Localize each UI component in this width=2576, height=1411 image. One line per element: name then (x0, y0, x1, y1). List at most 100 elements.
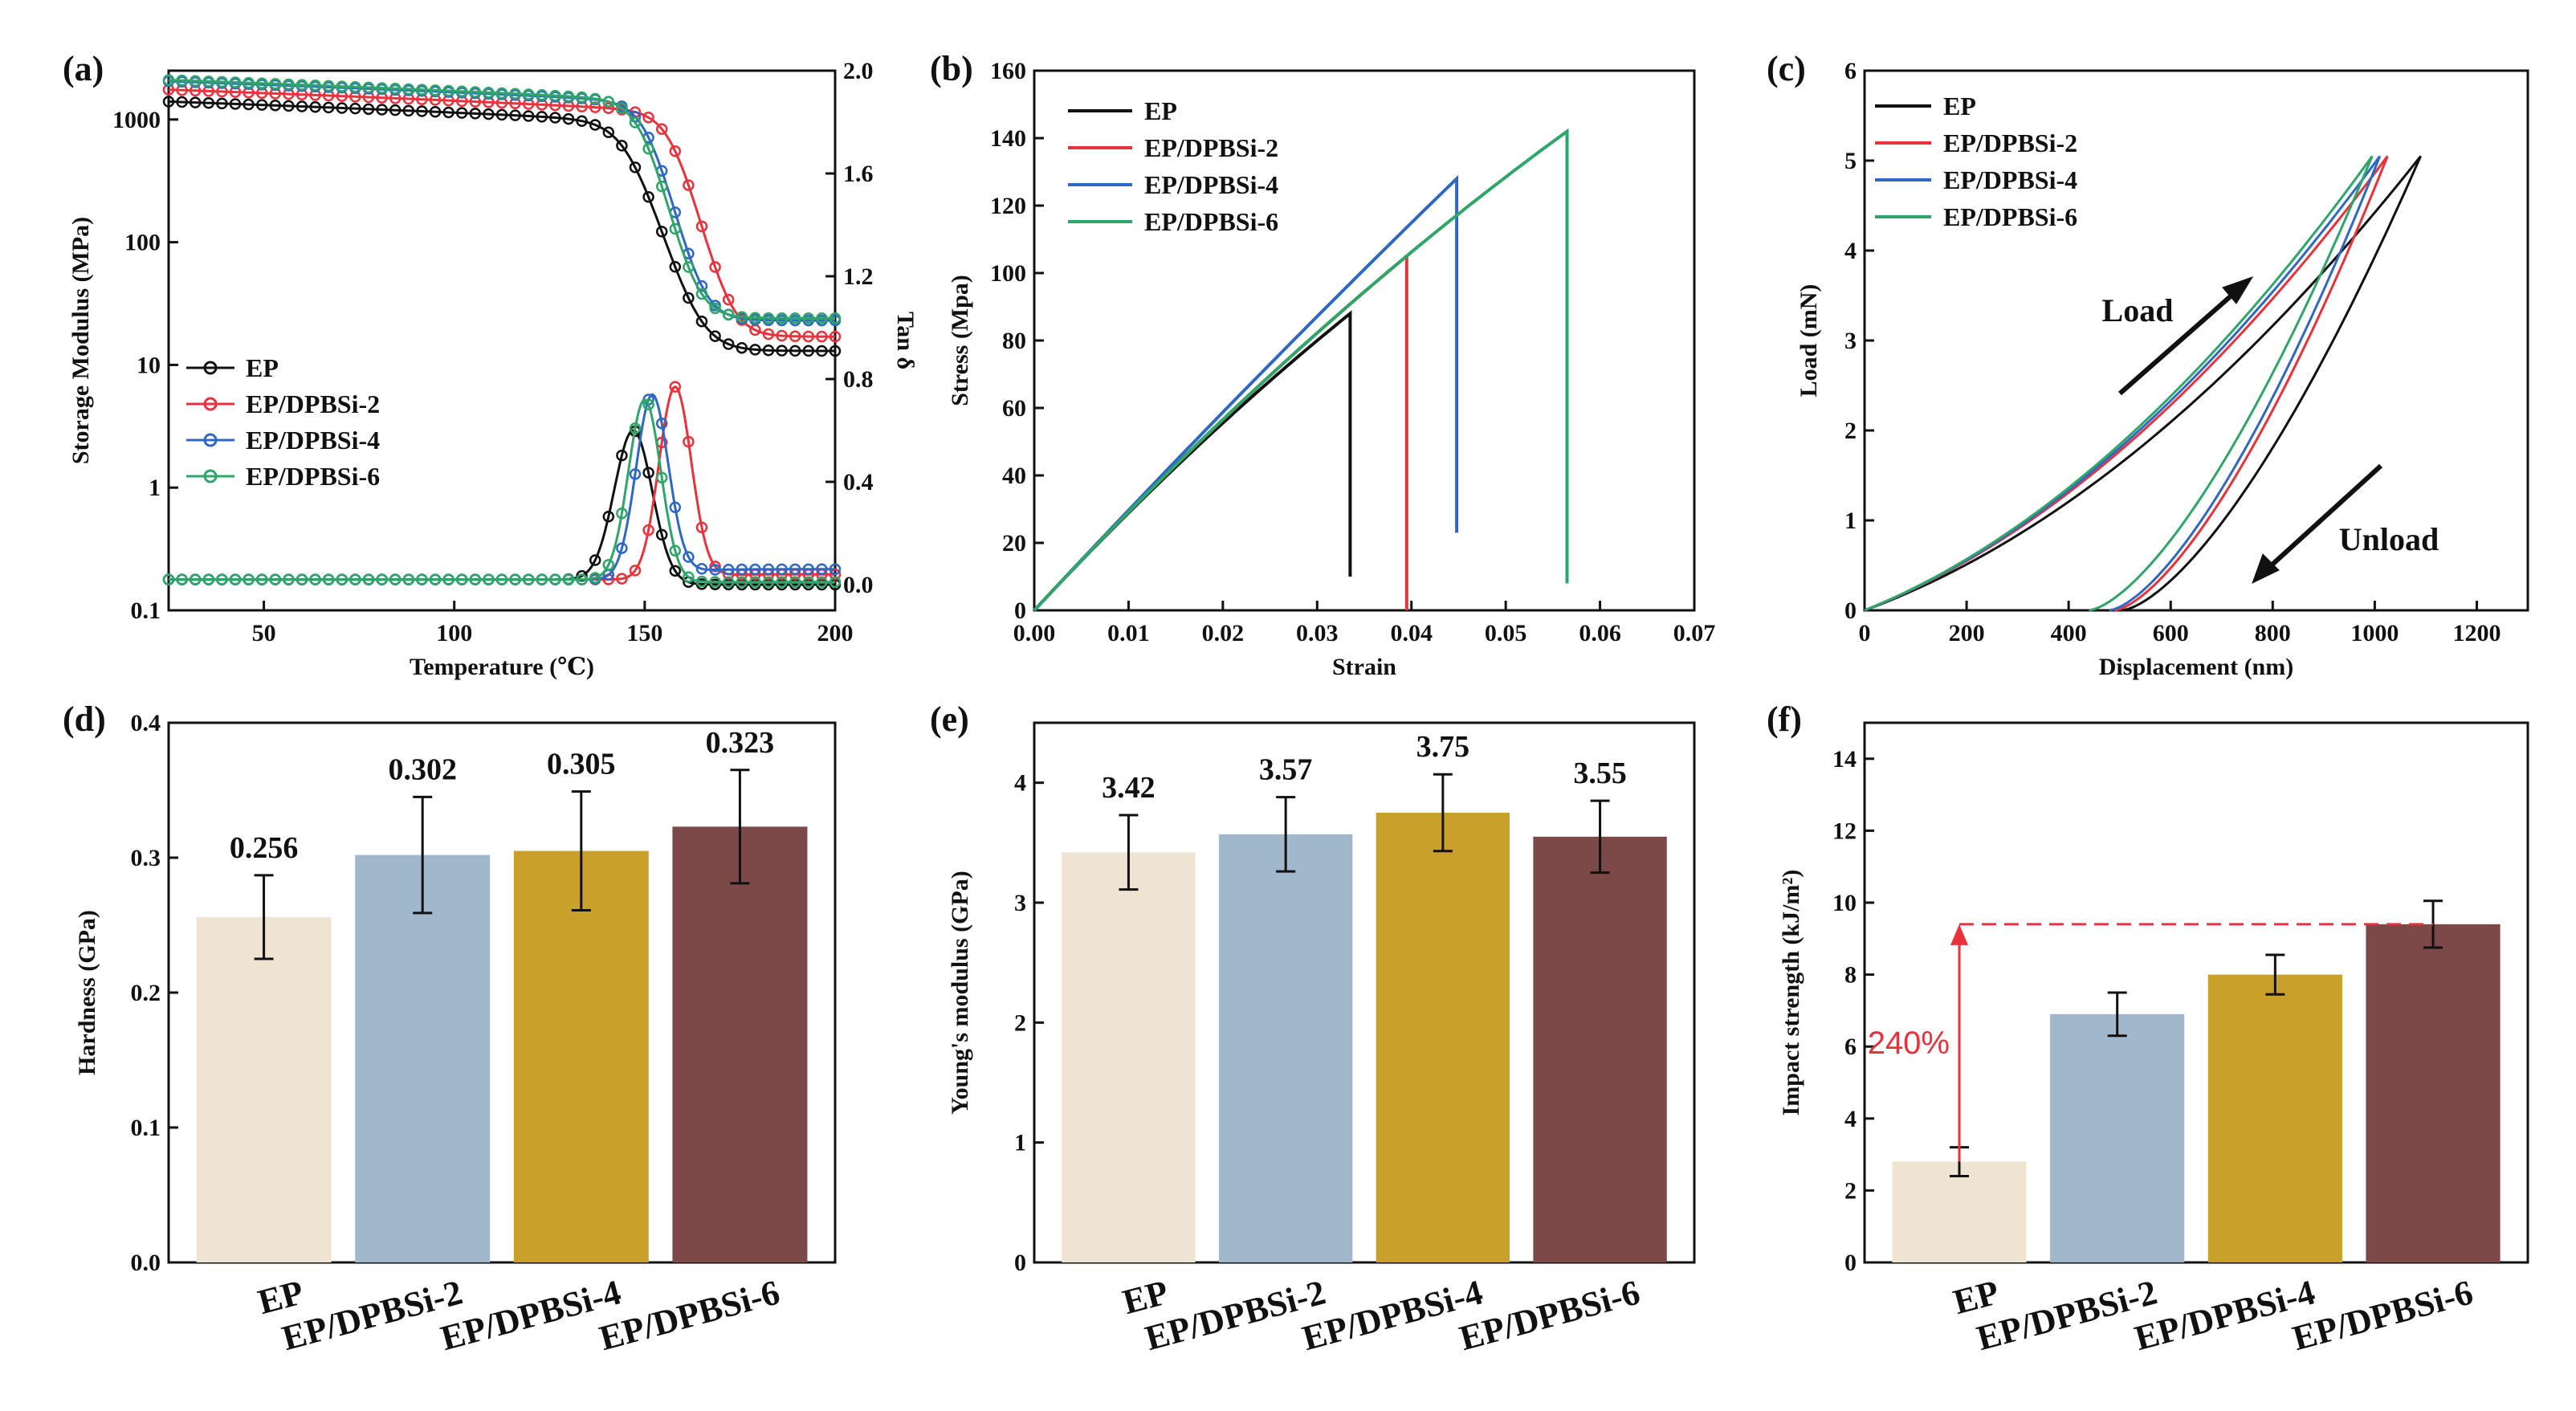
panel-e-value-label: 3.42 (1102, 771, 1156, 805)
panel-f-bar-1 (2050, 1013, 2185, 1262)
panel-f-label: (f) (1767, 699, 1802, 739)
panel-a-modulus-point (736, 311, 748, 323)
panel-c-legend-label: EP (1943, 92, 1976, 120)
panel-c-unload-label: Unload (2339, 521, 2439, 557)
panel-a-modulus-point (655, 226, 668, 238)
panel-a-modulus-point (642, 112, 654, 124)
panel-a-tan-point (749, 563, 761, 576)
panel-a-modulus-point (576, 115, 588, 127)
panel-a-modulus-point (562, 90, 575, 103)
panel-a-tan-point (283, 573, 295, 585)
panel-d-y-tick-label: 0.2 (131, 980, 161, 1006)
panel-b-y-tick-label: 120 (990, 193, 1026, 219)
panel-b-y-tick-label: 80 (1002, 328, 1026, 354)
panel-a-legend-marker (203, 433, 218, 447)
panel-a-tan-point (736, 576, 748, 589)
panel-a-tan-point (243, 573, 255, 585)
panel-d-value-label: 0.302 (388, 752, 457, 786)
panel-a-modulus-point (589, 101, 601, 113)
panel-a-tan-point (442, 573, 454, 585)
panel-a-modulus-point (602, 96, 615, 108)
panel-a-modulus-point (616, 140, 628, 152)
panel-a-modulus-point (322, 101, 335, 114)
panel-d-bar-0 (196, 916, 332, 1262)
panel-c-x-tick-label: 600 (2153, 620, 2189, 646)
panel-a-legend-marker (203, 397, 218, 411)
panel-a-y-tick-label: 1 (149, 475, 161, 501)
panel-a-modulus-point (349, 80, 361, 93)
panel-e-value-label: 3.75 (1416, 730, 1470, 764)
panel-e-y-tick-label: 4 (1014, 770, 1026, 797)
panel-a-modulus-point (709, 330, 721, 342)
panel-a-tan-point (402, 573, 415, 585)
panel-a-legend-label: EP/DPBSi-2 (246, 389, 380, 418)
panel-a-tan-point (616, 507, 628, 520)
panel-e-bar-2 (1376, 813, 1510, 1262)
panel-a-modulus-point (349, 102, 361, 115)
panel-e-y-tick-label: 2 (1014, 1009, 1026, 1036)
panel-a-y2-axis-label: Tan δ (892, 312, 919, 369)
panel-a-modulus-point (229, 76, 242, 88)
panel-a-modulus-point (616, 102, 628, 115)
panel-a-modulus-point (442, 106, 454, 119)
panel-b-x-tick-label: 0.06 (1579, 620, 1621, 646)
panel-a-modulus-point (762, 328, 775, 341)
panel-a-modulus-point (762, 345, 775, 357)
panel-a-modulus-point (243, 98, 255, 111)
panel-a-tan-point (642, 467, 654, 479)
panel-a-modulus-point (283, 100, 295, 112)
panel-a-tan-point (269, 573, 282, 585)
panel-a-modulus-point (642, 142, 654, 155)
panel-b-x-axis-label: Strain (1332, 654, 1396, 680)
panel-a-legend-label: EP/DPBSi-6 (246, 462, 380, 491)
panel-c-x-axis-label: Displacement (nm) (2099, 654, 2293, 680)
panel-c-label: (c) (1767, 49, 1806, 88)
panel-a-modulus-point (402, 104, 415, 117)
panel-a-tan-point (616, 542, 628, 554)
panel-a-tan-point (683, 551, 695, 563)
panel-a-tan-point (749, 576, 761, 589)
panel-a-tan-point (669, 381, 682, 393)
panel-a-modulus-point (243, 76, 255, 89)
panel-a-y2-tick-label: 1.6 (843, 161, 874, 187)
panel-a-tan-point (736, 563, 748, 576)
panel-c-y-axis-label: Load (mN) (1795, 284, 1822, 398)
panel-a-modulus-point (576, 91, 588, 104)
panel-a-modulus-point (296, 79, 308, 91)
panel-a-tan-point (455, 573, 468, 585)
panel-c-unload-arrowhead (2252, 553, 2280, 584)
panel-e-category-label: EP/DPBSi-6 (1456, 1272, 1645, 1358)
panel-f-category-label: EP/DPBSi-6 (2289, 1272, 2477, 1358)
panel-c-curve-0 (1864, 155, 2422, 612)
panel-a-modulus-point (829, 330, 842, 343)
panel-a-modulus-point (549, 89, 561, 102)
panel-a-tan-point (336, 573, 348, 585)
panel-a-modulus-point (176, 96, 188, 108)
panel-b-x-tick-label: 0.04 (1390, 620, 1433, 646)
panel-b-legend-label: EP/DPBSi-6 (1144, 207, 1278, 236)
panel-a-modulus-point (389, 83, 401, 95)
panel-a-modulus-point (589, 119, 601, 131)
panel-c-legend-label: EP/DPBSi-4 (1943, 165, 2077, 194)
panel-a-modulus-point (562, 112, 575, 125)
panel-a-x-tick-label: 50 (252, 620, 276, 646)
panel-f-y-tick-label: 10 (1832, 890, 1857, 916)
panel-a-modulus-point (816, 330, 828, 343)
panel-a-modulus-point (229, 98, 242, 110)
panel-a-frame (167, 69, 837, 612)
panel-d-y-tick-label: 0.0 (131, 1250, 161, 1276)
panel-c-curve-3 (1864, 155, 2374, 612)
panel-e-y-tick-label: 3 (1014, 890, 1026, 916)
panel-a-modulus-point (189, 75, 202, 87)
panel-d-label: (d) (63, 699, 106, 739)
panel-d-value-label: 0.256 (230, 831, 299, 865)
panel-a-tan-point (576, 573, 588, 585)
panel-a-tan-point (483, 573, 495, 585)
panel-a-tan-point (309, 573, 321, 585)
panel-a-modulus-point (762, 312, 775, 324)
panel-a-modulus-point (829, 345, 842, 357)
panel-f-category-label: EP/DPBSi-2 (1973, 1272, 2162, 1358)
panel-a-y-tick-label: 100 (124, 230, 161, 256)
panel-a-modulus-point (336, 80, 348, 92)
panel-a-modulus-point (376, 82, 388, 94)
